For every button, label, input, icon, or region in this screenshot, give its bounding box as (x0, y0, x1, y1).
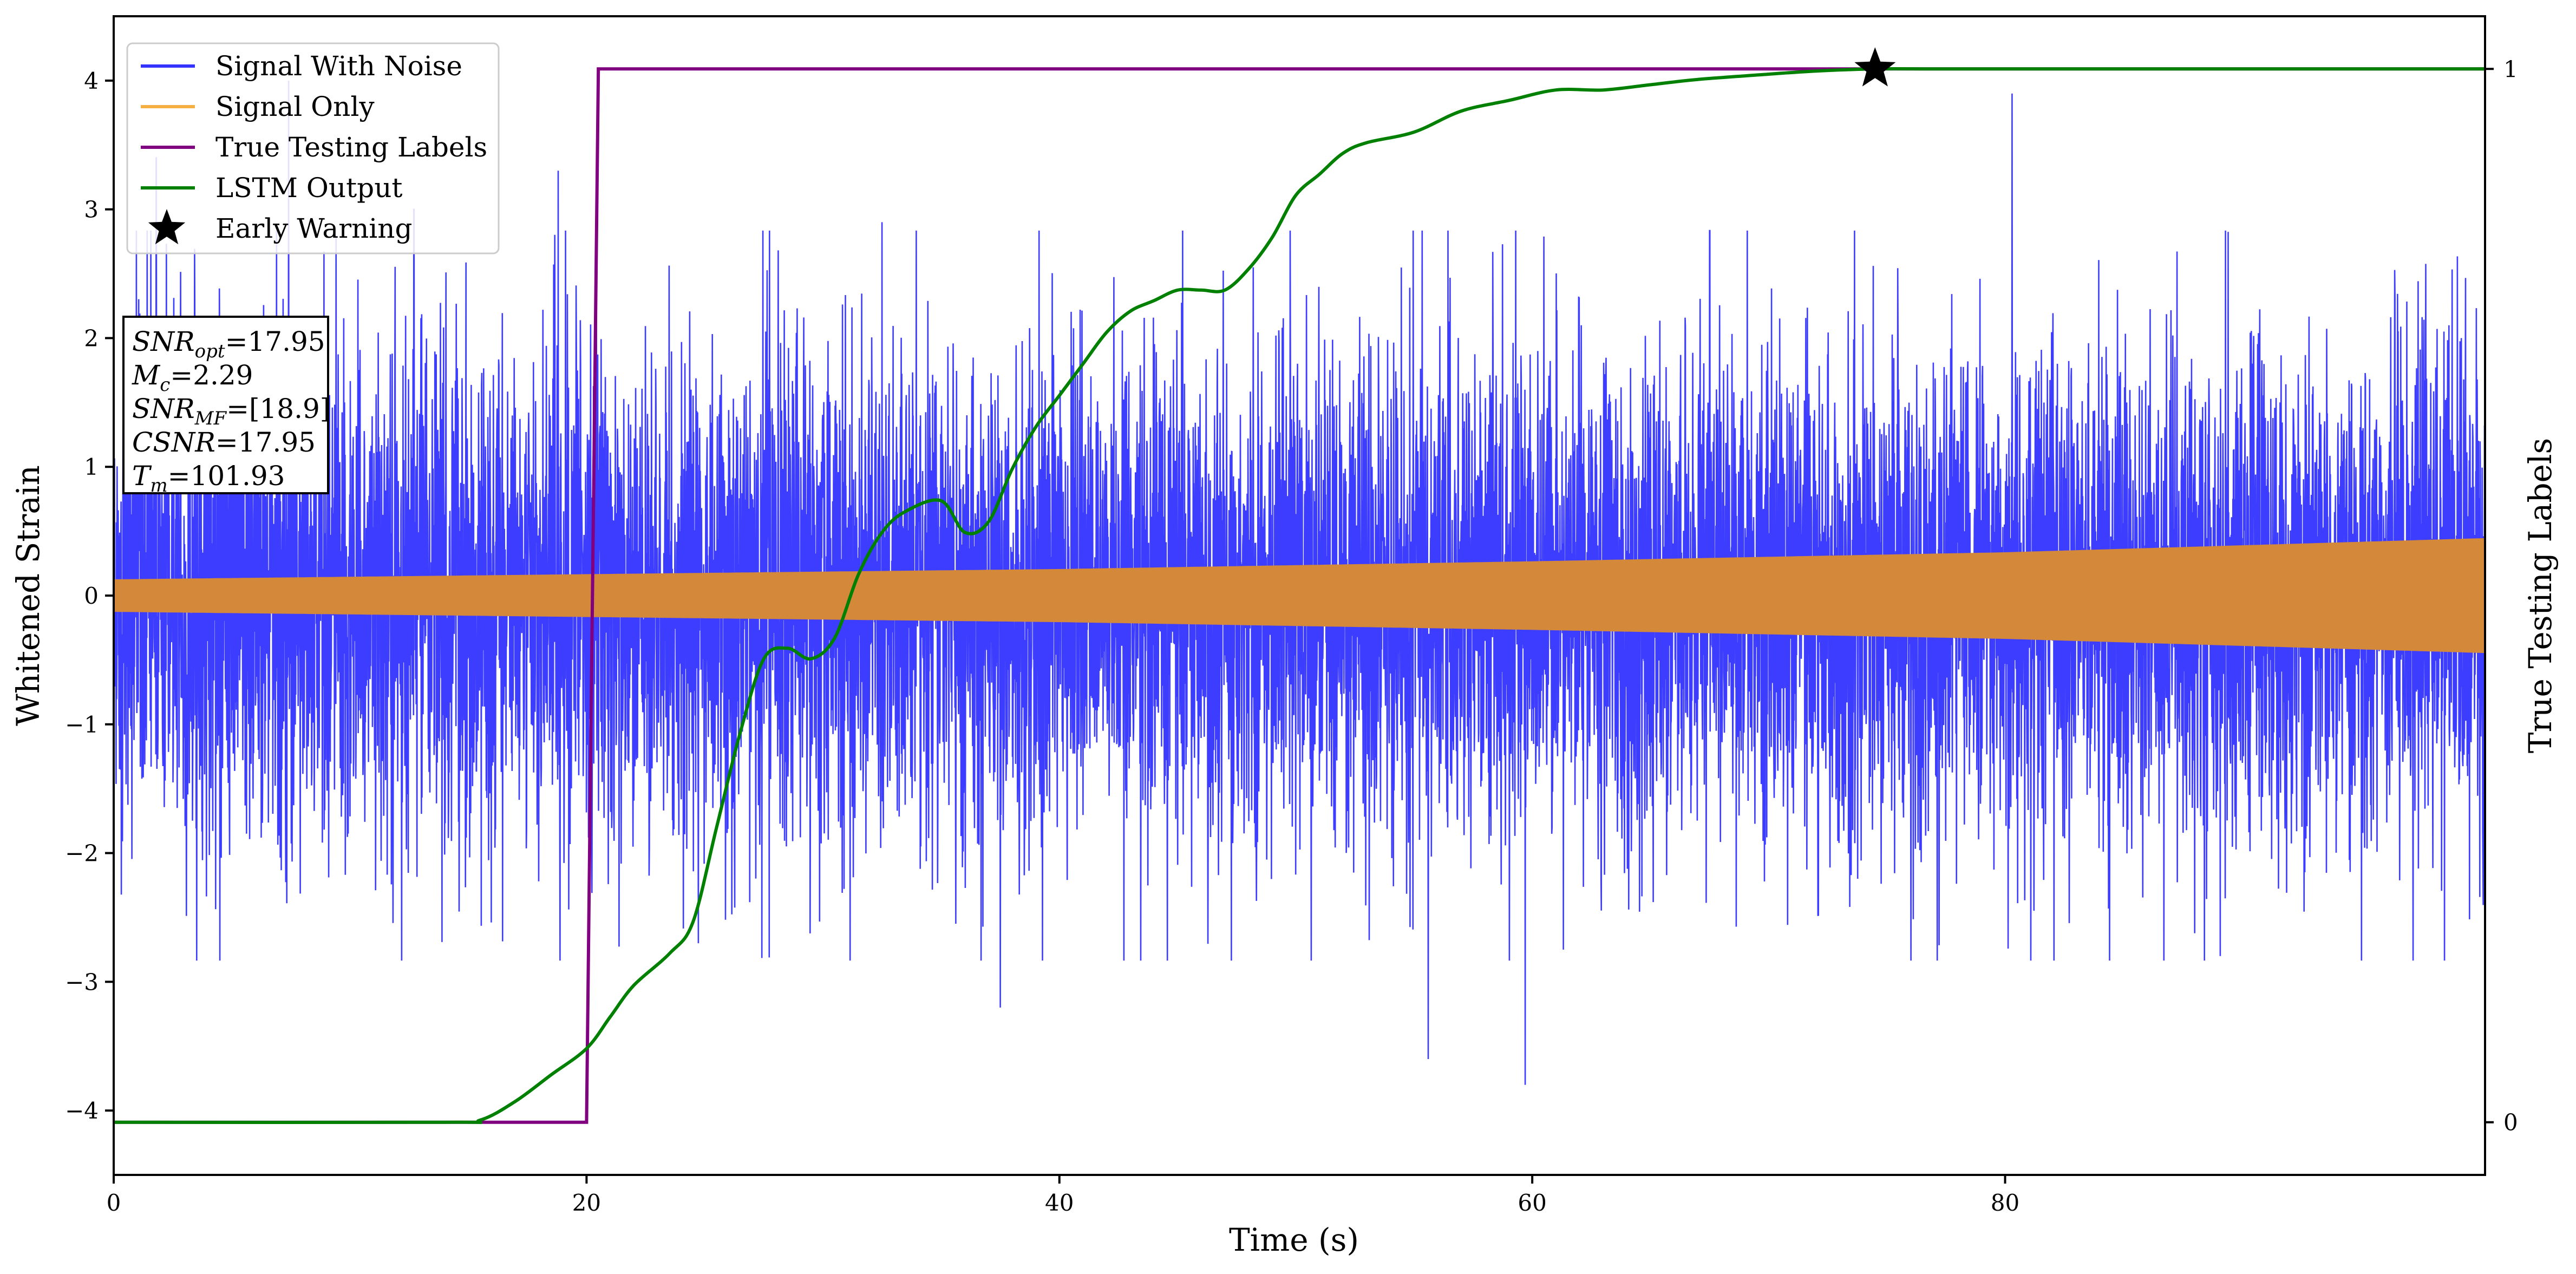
info-box-line: Tm=101.93 (132, 460, 285, 496)
info-box-line: SNRMF=[18.9] (132, 393, 330, 429)
y-tick-label: −1 (65, 711, 99, 738)
y-right-tick-label: 1 (2503, 56, 2518, 82)
x-tick-label: 0 (107, 1190, 121, 1216)
early-warning-marker (1854, 47, 1896, 87)
x-tick-label: 60 (1518, 1190, 1546, 1216)
x-tick-label: 20 (572, 1190, 601, 1216)
legend-marker-star (148, 209, 186, 245)
x-tick-label: 80 (1991, 1190, 2019, 1216)
y-tick-label: −3 (65, 969, 99, 995)
y-tick-label: −4 (65, 1097, 99, 1124)
info-box-frame (122, 316, 329, 494)
info-box: SNRopt=17.95Mc=2.29SNRMF=[18.9]CSNR=17.9… (122, 316, 330, 496)
legend-label: Early Warning (215, 213, 413, 244)
y-tick-label: −2 (65, 840, 99, 867)
y-tick-label: 1 (84, 454, 99, 480)
y-axis-title: Whitened Strain (10, 465, 47, 726)
legend-label: Signal Only (215, 91, 375, 122)
legend-box (126, 42, 500, 254)
legend-label: LSTM Output (215, 172, 402, 204)
x-axis-title: Time (s) (1229, 1221, 1359, 1258)
y-tick-label: 0 (84, 583, 99, 609)
series-signal-only (114, 538, 2485, 654)
legend-label: True Testing Labels (215, 132, 487, 163)
legend-label: Signal With Noise (215, 50, 462, 82)
info-box-line: SNRopt=17.95 (132, 326, 325, 362)
x-tick-label: 40 (1045, 1190, 1074, 1216)
y-tick-label: 4 (84, 68, 99, 94)
y-axis-right-title: True Testing Labels (2522, 438, 2559, 753)
info-box-line: CSNR=17.95 (132, 427, 316, 458)
y-right-tick-label: 0 (2503, 1109, 2518, 1136)
series-lstm-output (114, 67, 2485, 1125)
plot-layer (114, 67, 2485, 1125)
legend: Signal With Noise Signal Only True Testing… (126, 42, 500, 254)
y-tick-label: 3 (84, 197, 99, 223)
y-tick-label: 2 (84, 325, 99, 351)
info-box-line: Mc=2.29 (132, 360, 253, 396)
